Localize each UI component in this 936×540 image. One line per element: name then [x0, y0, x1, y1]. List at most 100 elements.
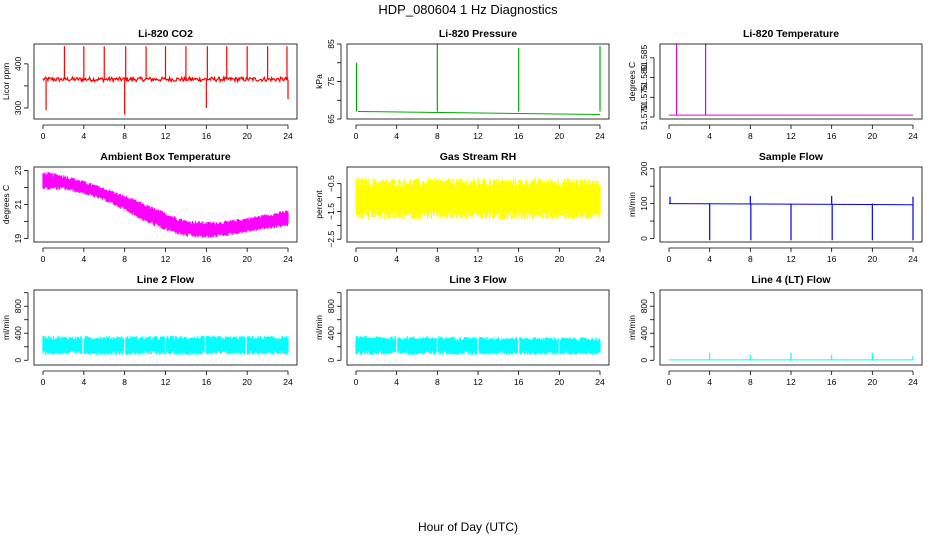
- x-tick-label: 16: [202, 377, 212, 387]
- y-axis-label: ml/min: [1, 315, 11, 340]
- y-tick-label: 65: [326, 114, 336, 124]
- x-tick-label: 4: [707, 254, 712, 264]
- x-tick-label: 4: [707, 131, 712, 141]
- x-axis: 0 4 8 12 16 20 24: [667, 124, 918, 141]
- plot-data: [42, 335, 289, 355]
- x-tick-label: 20: [868, 131, 878, 141]
- x-tick-label: 4: [81, 377, 86, 387]
- x-axis: 0 4 8 12 16 20 24: [667, 370, 918, 387]
- y-axis: 300 400: [13, 56, 29, 115]
- panel-1: Li-820 Pressure 0 4 8 12 16 20 24 65 75 85 kPa: [314, 28, 610, 141]
- y-axis: 0 100 200: [639, 161, 655, 241]
- x-tick-label: 8: [748, 131, 753, 141]
- x-tick-label: 0: [667, 377, 672, 387]
- x-tick-label: 24: [595, 131, 605, 141]
- x-tick-label: 24: [908, 377, 918, 387]
- x-axis: 0 4 8 12 16 20 24: [41, 247, 293, 264]
- x-tick-label: 8: [748, 377, 753, 387]
- x-axis: 0 4 8 12 16 20 24: [354, 124, 605, 141]
- x-tick-label: 16: [514, 377, 524, 387]
- y-tick-label: 51.580: [639, 64, 649, 90]
- data-band: [42, 172, 289, 238]
- x-tick-label: 12: [786, 254, 796, 264]
- x-tick-label: 0: [667, 254, 672, 264]
- y-tick-label: 400: [326, 326, 336, 340]
- y-tick-label: 0: [639, 358, 649, 363]
- plot-data: [355, 44, 601, 115]
- plot-frame: [659, 166, 923, 243]
- x-tick-label: 12: [786, 377, 796, 387]
- x-tick-label: 0: [41, 254, 46, 264]
- y-tick-label: −0.5: [326, 175, 336, 192]
- x-tick-label: 8: [748, 254, 753, 264]
- x-tick-label: 4: [394, 131, 399, 141]
- x-tick-label: 20: [242, 131, 252, 141]
- y-tick-label: 0: [13, 358, 23, 363]
- x-tick-label: 20: [868, 254, 878, 264]
- panel-title: Li-820 Pressure: [439, 28, 517, 40]
- y-axis-label: percent: [314, 190, 324, 219]
- x-tick-label: 16: [827, 254, 837, 264]
- y-tick-label: 400: [639, 326, 649, 340]
- plot-data: [669, 44, 913, 116]
- y-tick-label: 800: [639, 299, 649, 313]
- y-tick-label: 800: [13, 299, 23, 313]
- y-tick-label: 300: [13, 101, 23, 115]
- y-axis-label: Licor ppm: [1, 63, 11, 100]
- y-tick-label: 0: [326, 358, 336, 363]
- x-tick-label: 12: [473, 254, 483, 264]
- x-axis: 0 4 8 12 16 20 24: [667, 247, 918, 264]
- x-tick-label: 8: [435, 254, 440, 264]
- plot-frame: [33, 166, 298, 243]
- x-tick-label: 16: [514, 254, 524, 264]
- plot-frame: [659, 289, 923, 366]
- x-tick-label: 12: [473, 131, 483, 141]
- data-series-0: [357, 111, 601, 115]
- y-tick-label: 400: [13, 326, 23, 340]
- x-axis-label: Hour of Day (UTC): [418, 520, 518, 534]
- x-tick-label: 4: [394, 254, 399, 264]
- x-tick-label: 20: [242, 254, 252, 264]
- panel-title: Ambient Box Temperature: [100, 151, 231, 163]
- plot-frame: [346, 166, 610, 243]
- x-axis: 0 4 8 12 16 20 24: [354, 247, 605, 264]
- panel-5: Sample Flow 0 4 8 12 16 20 24 0 100 200 ml/min: [627, 151, 923, 264]
- y-tick-label: 19: [13, 234, 23, 244]
- y-tick-label: 51.575: [639, 84, 649, 110]
- x-tick-label: 20: [555, 131, 565, 141]
- panel-title: Gas Stream RH: [440, 151, 516, 163]
- y-axis: 0 400 800: [13, 292, 29, 363]
- x-tick-label: 16: [514, 131, 524, 141]
- x-axis: 0 4 8 12 16 20 24: [41, 370, 293, 387]
- x-tick-label: 0: [667, 131, 672, 141]
- x-tick-label: 20: [242, 377, 252, 387]
- x-tick-label: 0: [354, 377, 359, 387]
- y-tick-label: 23: [13, 165, 23, 175]
- y-axis-label: degrees C: [1, 185, 11, 224]
- plot-data: [669, 352, 914, 361]
- y-axis-label: degrees C: [627, 62, 637, 101]
- x-tick-label: 24: [283, 131, 293, 141]
- plot-frame: [346, 289, 610, 366]
- x-tick-label: 24: [283, 377, 293, 387]
- x-tick-label: 24: [908, 131, 918, 141]
- y-axis-label: ml/min: [627, 315, 637, 340]
- x-tick-label: 20: [555, 377, 565, 387]
- y-tick-label: 21: [13, 200, 23, 210]
- x-tick-label: 24: [595, 377, 605, 387]
- x-tick-label: 0: [354, 254, 359, 264]
- y-axis-label: kPa: [314, 74, 324, 89]
- x-tick-label: 16: [827, 377, 837, 387]
- x-tick-label: 16: [202, 131, 212, 141]
- x-tick-label: 4: [707, 377, 712, 387]
- panel-title: Line 4 (LT) Flow: [751, 274, 831, 286]
- y-tick-label: 75: [326, 77, 336, 87]
- panel-title: Li-820 CO2: [138, 28, 193, 40]
- x-tick-label: 24: [283, 254, 293, 264]
- x-tick-label: 0: [41, 131, 46, 141]
- y-tick-label: 51.570: [639, 104, 649, 130]
